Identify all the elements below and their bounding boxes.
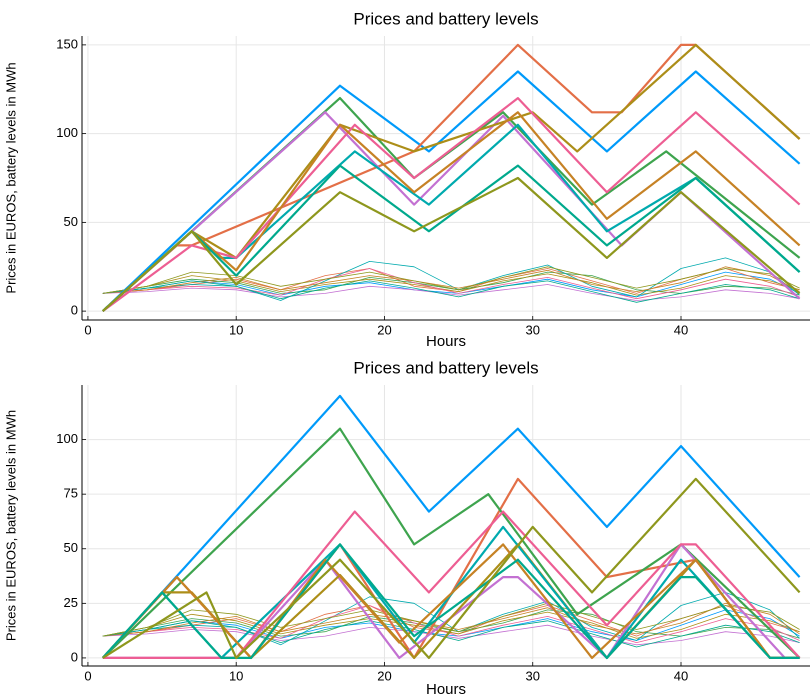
- x-tick-label: 20: [377, 668, 391, 683]
- y-tick-label: 50: [64, 540, 78, 555]
- y-tick-label: 100: [56, 431, 78, 446]
- series-line: [102, 624, 800, 646]
- series-line: [101, 394, 801, 659]
- series-line: [102, 164, 801, 312]
- y-tick-label: 100: [56, 125, 78, 140]
- plot: Prices and battery levels Hours Prices in …: [3, 9, 810, 350]
- x-tick-label: 10: [229, 668, 243, 683]
- series-line: [102, 43, 801, 312]
- x-tick-label: 40: [674, 322, 688, 337]
- series-line: [102, 605, 800, 643]
- series-line: [102, 543, 800, 659]
- y-tick-label: 0: [71, 649, 78, 664]
- x-axis-label: Hours: [426, 681, 466, 698]
- series-line: [102, 268, 800, 300]
- y-tick-label: 150: [56, 36, 78, 51]
- x-tick-label: 30: [526, 322, 540, 337]
- plot: Prices and battery levels Hours Prices in …: [3, 358, 810, 698]
- x-tick-label: 10: [229, 322, 243, 337]
- series-line: [102, 280, 800, 303]
- x-tick-label: 0: [84, 322, 91, 337]
- series-line: [102, 266, 800, 294]
- series-line: [102, 176, 801, 312]
- series-line: [102, 111, 801, 312]
- x-axis-label: Hours: [426, 333, 466, 350]
- y-tick-label: 50: [64, 214, 78, 229]
- series-line: [102, 266, 800, 294]
- series-line: [102, 43, 801, 312]
- series-line: [102, 602, 800, 637]
- series-line: [102, 97, 801, 312]
- x-tick-label: 30: [526, 668, 540, 683]
- x-tick-label: 40: [674, 668, 688, 683]
- series-line: [102, 477, 801, 659]
- series-line: [102, 70, 801, 312]
- y-tick-label: 25: [64, 595, 78, 610]
- series-line: [102, 284, 800, 301]
- series-line: [102, 602, 800, 637]
- x-tick-label: 0: [84, 668, 91, 683]
- series-line: [101, 543, 800, 659]
- x-tick-label: 20: [377, 322, 391, 337]
- y-axis-label: Prices in EUROS, battery levels in MWh: [3, 62, 18, 293]
- chart-title: Prices and battery levels: [353, 9, 538, 28]
- chart-title: Prices and battery levels: [353, 358, 538, 377]
- y-axis-label: Prices in EUROS, battery levels in MWh: [3, 410, 18, 641]
- series-line: [102, 510, 801, 659]
- y-tick-label: 0: [71, 303, 78, 318]
- series-line: [101, 543, 800, 659]
- y-tick-label: 75: [64, 486, 78, 501]
